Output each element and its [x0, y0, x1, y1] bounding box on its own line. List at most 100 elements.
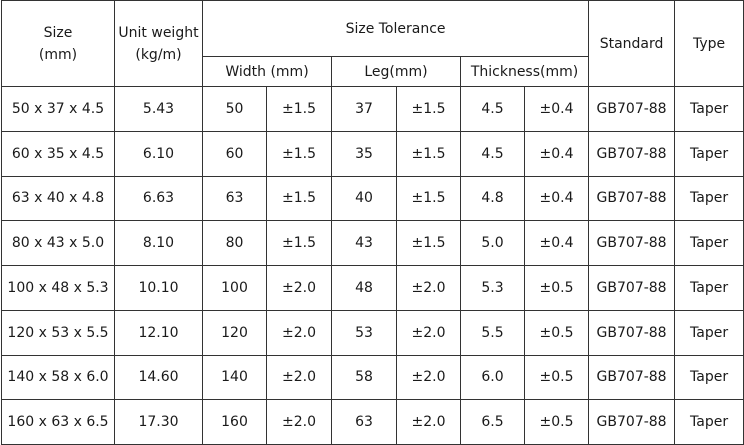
cell-leg: 37	[331, 86, 397, 132]
cell-leg: 35	[331, 130, 397, 177]
cell-weight: 14.60	[114, 354, 203, 401]
cell-weight: 6.10	[114, 130, 203, 177]
cell-width: 60	[202, 130, 267, 177]
cell-width-tolerance: ±2.0	[266, 309, 332, 356]
col-header-size: Size (mm)	[1, 0, 115, 87]
cell-standard: GB707-88	[588, 265, 676, 311]
cell-thickness: 6.0	[460, 354, 525, 401]
cell-leg: 40	[331, 175, 397, 222]
cell-type: Taper	[674, 175, 744, 222]
col-header-type: Type	[674, 0, 744, 87]
subheader-row: Width (mm) Leg(mm) Thickness(mm)	[2, 56, 744, 87]
cell-leg-tolerance: ±2.0	[396, 265, 461, 311]
cell-thickness-tolerance: ±0.5	[523, 354, 590, 401]
col-header-weight: Unit weight (kg/m)	[114, 0, 203, 87]
header-row: Size (mm) Unit weight (kg/m) Size Tolera…	[1, 0, 744, 87]
cell-size: 60 x 35 x 4.5	[1, 130, 115, 177]
cell-leg-tolerance: ±1.5	[396, 175, 461, 222]
cell-size: 80 x 43 x 5.0	[1, 220, 115, 266]
col-header-leg: Leg(mm)	[331, 56, 461, 87]
table-row: 80 x 43 x 5.0 8.10 80 ±1.5 43 ±1.5 5.0 ±…	[1, 220, 744, 266]
cell-type: Taper	[674, 220, 744, 266]
table-row: 160 x 63 x 6.5 17.30 160 ±2.0 63 ±2.0 6.…	[1, 399, 744, 445]
cell-thickness-tolerance: ±0.4	[523, 130, 590, 177]
cell-leg: 53	[331, 309, 397, 356]
cell-weight: 8.10	[114, 220, 203, 266]
cell-size: 50 x 37 x 4.5	[1, 86, 115, 132]
cell-width-tolerance: ±1.5	[266, 130, 332, 177]
cell-width: 100	[202, 265, 267, 311]
cell-size: 120 x 53 x 5.5	[1, 309, 115, 356]
cell-size: 63 x 40 x 4.8	[1, 175, 115, 222]
cell-width: 160	[202, 399, 267, 445]
cell-width: 50	[202, 86, 267, 132]
cell-leg: 48	[331, 265, 397, 311]
cell-size: 100 x 48 x 5.3	[1, 265, 115, 311]
cell-standard: GB707-88	[588, 399, 676, 445]
cell-thickness-tolerance: ±0.4	[523, 86, 590, 132]
cell-thickness: 4.5	[460, 86, 525, 132]
cell-type: Taper	[674, 86, 744, 132]
col-header-weight-unit: (kg/m)	[135, 46, 182, 63]
table-row: 140 x 58 x 6.0 14.60 140 ±2.0 58 ±2.0 6.…	[1, 354, 744, 401]
col-header-thickness: Thickness(mm)	[459, 56, 590, 87]
cell-size: 160 x 63 x 6.5	[1, 399, 115, 445]
cell-type: Taper	[674, 265, 744, 311]
cell-thickness: 4.8	[460, 175, 525, 222]
col-header-width: Width (mm)	[202, 56, 332, 87]
col-header-weight-label: Unit weight	[118, 24, 199, 41]
cell-standard: GB707-88	[588, 354, 676, 401]
cell-width: 80	[202, 220, 267, 266]
cell-leg: 63	[331, 399, 397, 445]
cell-weight: 12.10	[114, 309, 203, 356]
cell-leg-tolerance: ±1.5	[396, 86, 461, 132]
cell-weight: 17.30	[114, 399, 203, 445]
cell-standard: GB707-88	[588, 130, 676, 177]
cell-leg-tolerance: ±1.5	[396, 220, 461, 266]
cell-standard: GB707-88	[588, 86, 676, 132]
cell-leg-tolerance: ±2.0	[396, 354, 461, 401]
cell-leg: 58	[331, 354, 397, 401]
cell-type: Taper	[674, 399, 744, 445]
cell-standard: GB707-88	[588, 175, 676, 222]
col-header-size-unit: (mm)	[38, 46, 78, 63]
cell-leg-tolerance: ±2.0	[396, 399, 461, 445]
col-header-standard: Standard	[588, 0, 676, 87]
cell-thickness: 5.0	[460, 220, 525, 266]
cell-standard: GB707-88	[588, 309, 676, 356]
cell-type: Taper	[674, 309, 744, 356]
cell-weight: 10.10	[114, 265, 203, 311]
table-row: 100 x 48 x 5.3 10.10 100 ±2.0 48 ±2.0 5.…	[1, 265, 744, 311]
cell-width: 120	[202, 309, 267, 356]
table-row: 63 x 40 x 4.8 6.63 63 ±1.5 40 ±1.5 4.8 ±…	[1, 175, 744, 222]
cell-width-tolerance: ±1.5	[266, 175, 332, 222]
table-row: 60 x 35 x 4.5 6.10 60 ±1.5 35 ±1.5 4.5 ±…	[1, 130, 744, 177]
cell-thickness: 5.3	[460, 265, 525, 311]
cell-width-tolerance: ±2.0	[266, 399, 332, 445]
cell-width-tolerance: ±1.5	[266, 86, 332, 132]
cell-thickness: 5.5	[460, 309, 525, 356]
table-row: 50 x 37 x 4.5 5.43 50 ±1.5 37 ±1.5 4.5 ±…	[1, 86, 744, 132]
cell-width-tolerance: ±2.0	[266, 265, 332, 311]
cell-thickness-tolerance: ±0.4	[523, 175, 590, 222]
cell-width-tolerance: ±1.5	[266, 220, 332, 266]
cell-thickness: 4.5	[460, 130, 525, 177]
cell-standard: GB707-88	[588, 220, 676, 266]
cell-type: Taper	[674, 354, 744, 401]
cell-size: 140 x 58 x 6.0	[1, 354, 115, 401]
col-header-size-label: Size	[43, 24, 73, 41]
cell-width-tolerance: ±2.0	[266, 354, 332, 401]
cell-type: Taper	[674, 130, 744, 177]
cell-leg: 43	[331, 220, 397, 266]
cell-leg-tolerance: ±1.5	[396, 130, 461, 177]
cell-thickness: 6.5	[460, 399, 525, 445]
col-header-tolerance: Size Tolerance	[201, 0, 590, 57]
cell-leg-tolerance: ±2.0	[396, 309, 461, 356]
cell-weight: 6.63	[114, 175, 203, 222]
cell-thickness-tolerance: ±0.5	[523, 309, 590, 356]
cell-width: 140	[202, 354, 267, 401]
cell-thickness-tolerance: ±0.4	[523, 220, 590, 266]
cell-width: 63	[202, 175, 267, 222]
table-row: 120 x 53 x 5.5 12.10 120 ±2.0 53 ±2.0 5.…	[1, 309, 744, 356]
